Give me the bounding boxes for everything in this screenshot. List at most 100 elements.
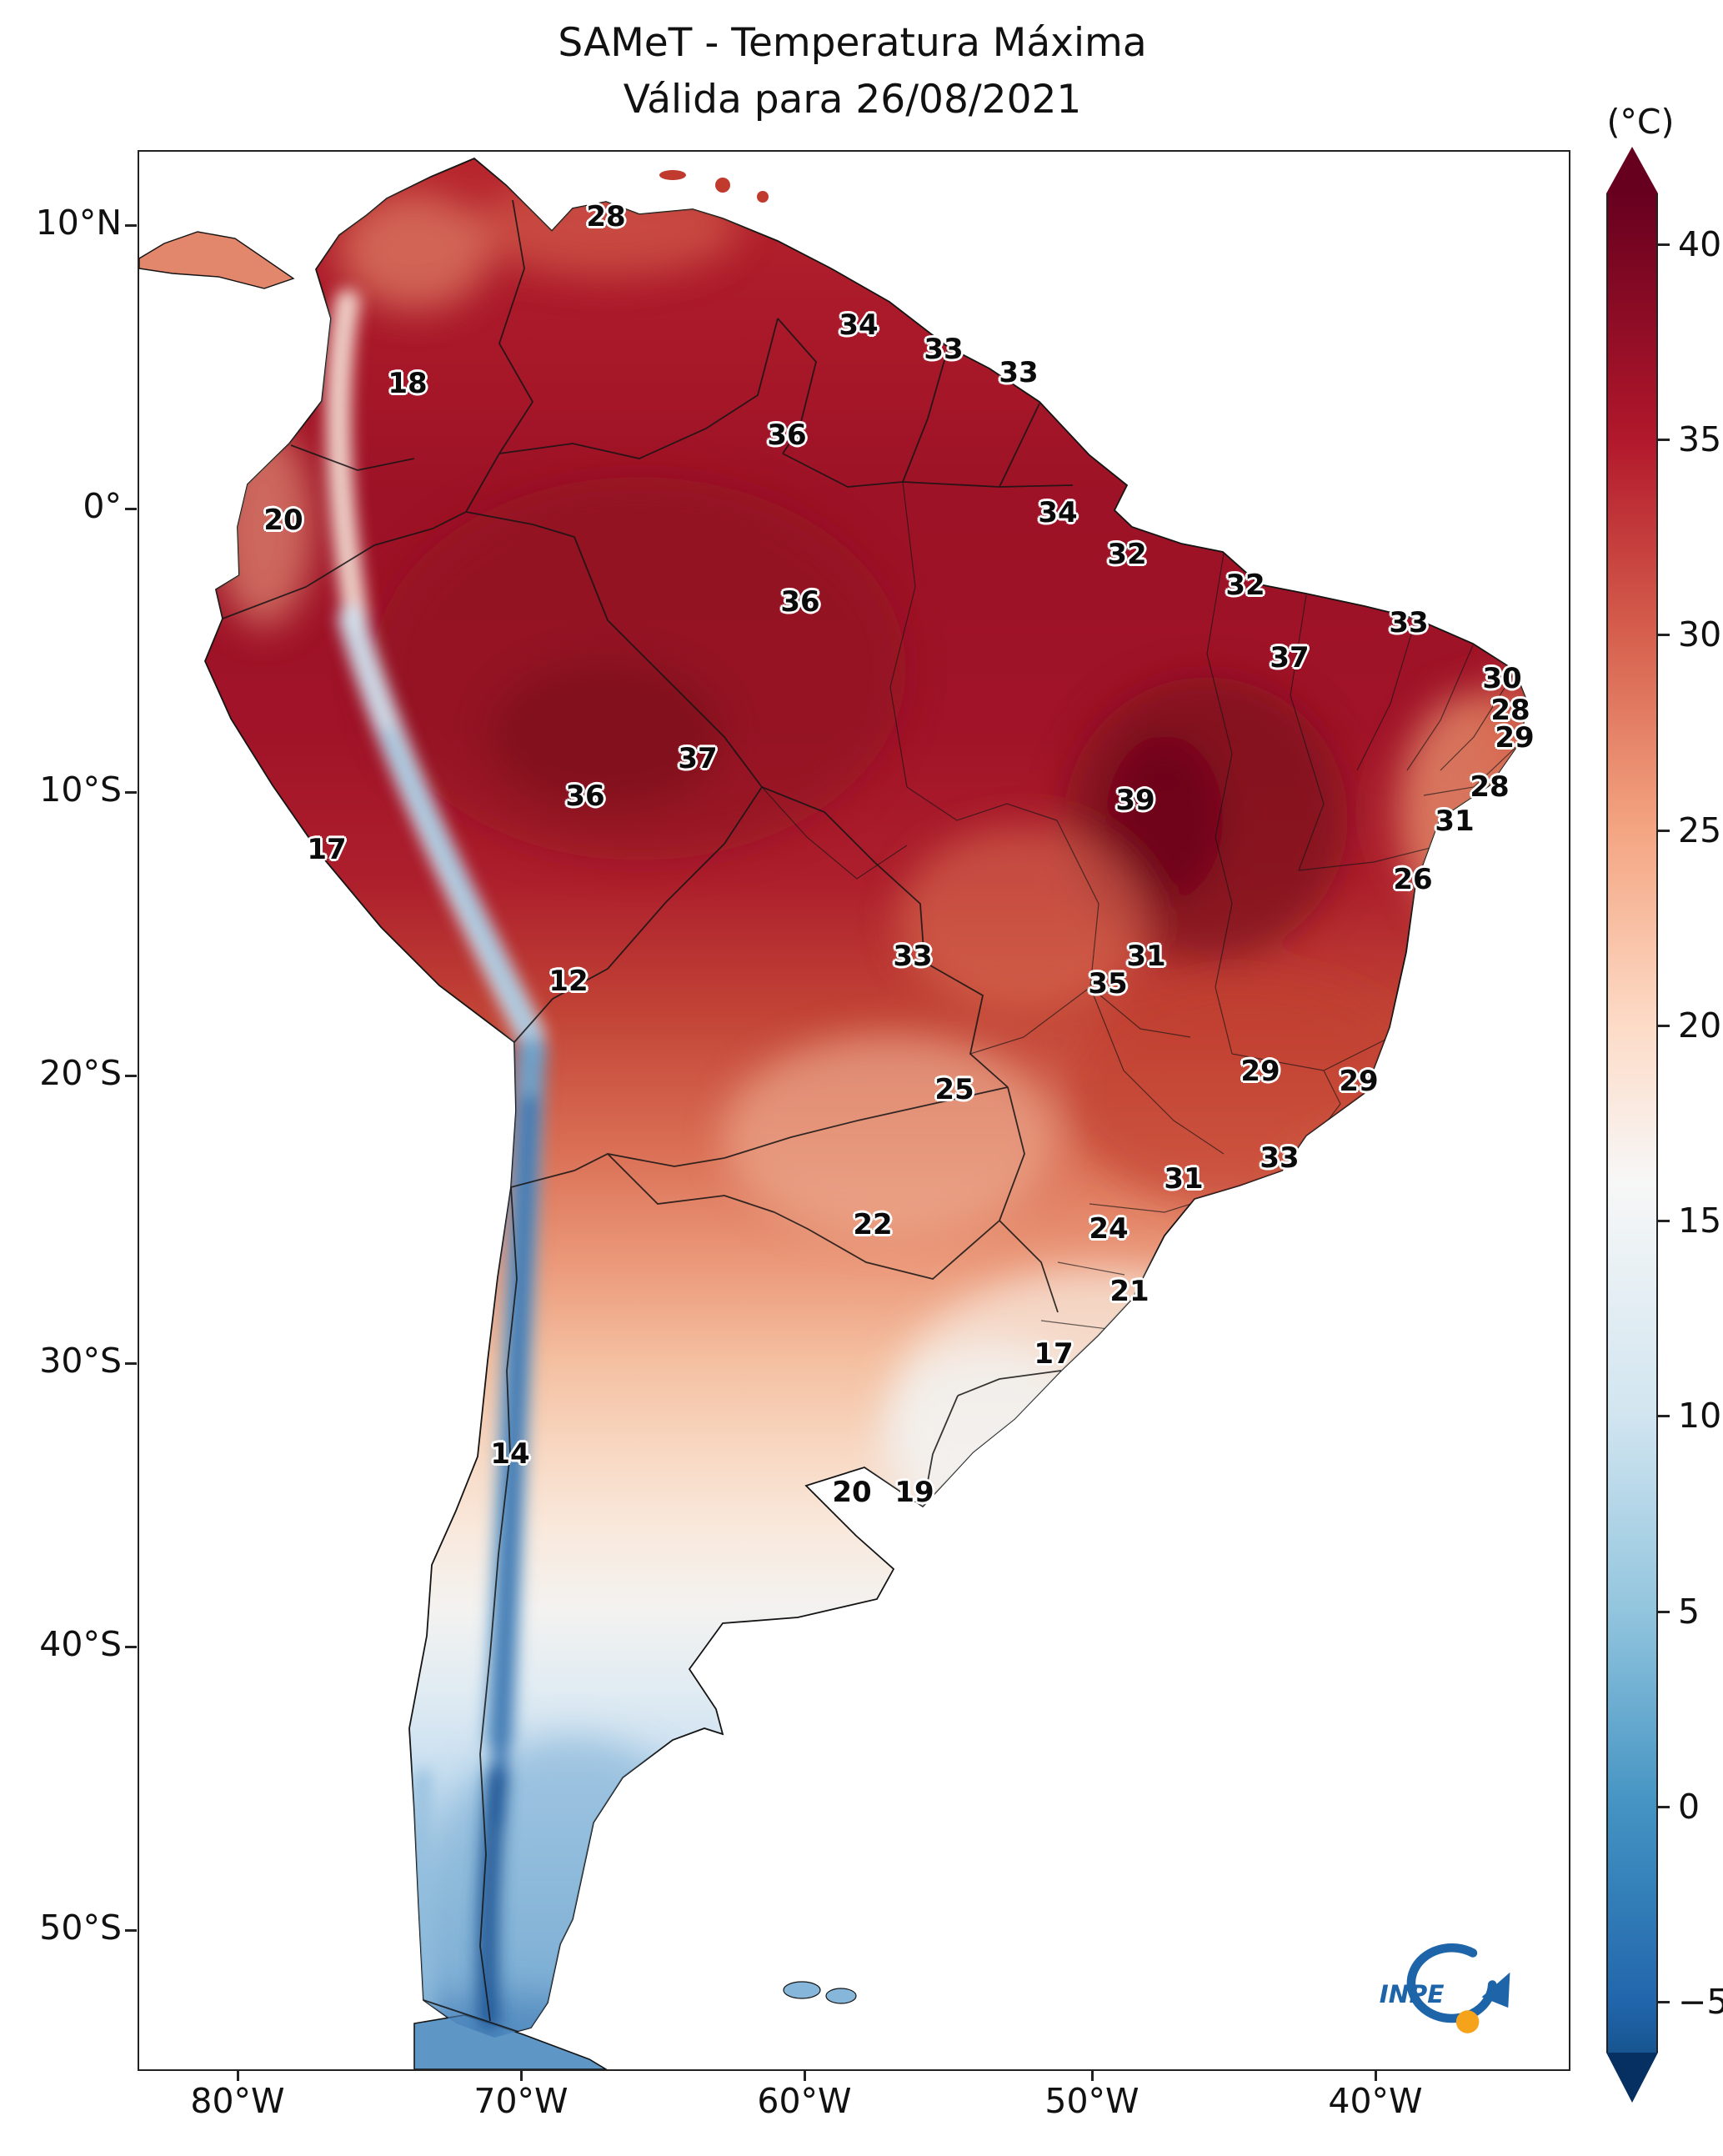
- colorbar-tick-mark: [1658, 1024, 1670, 1027]
- chart-title: SAMeT - Temperatura Máxima: [558, 20, 1147, 66]
- chart-subtitle: Válida para 26/08/2021: [623, 77, 1082, 123]
- lat-tick-mark: [125, 1075, 137, 1077]
- lon-tick-label: 50°W: [1044, 2081, 1139, 2121]
- temp-label: 30: [1482, 662, 1522, 695]
- colorbar-body: [1606, 193, 1658, 2053]
- temp-label: 33: [1389, 606, 1429, 639]
- temp-label: 17: [307, 833, 347, 866]
- colorbar-tick-mark: [1658, 2001, 1670, 2004]
- lat-tick-label: 50°S: [39, 1908, 122, 1948]
- lon-tick-label: 70°W: [473, 2081, 568, 2121]
- colorbar-extend-bottom: [1606, 2053, 1658, 2103]
- temp-label: 33: [924, 333, 964, 366]
- state-borders: [761, 481, 1521, 1330]
- lon-tick-mark: [1375, 2069, 1377, 2081]
- temp-label: 33: [1260, 1141, 1300, 1175]
- temp-label: 34: [1038, 496, 1078, 529]
- temp-label: 39: [1115, 784, 1155, 817]
- temp-label: 33: [893, 940, 933, 973]
- colorbar-tick-mark: [1658, 634, 1670, 637]
- lon-tick-label: 40°W: [1328, 2081, 1423, 2121]
- temp-label: 37: [1270, 641, 1310, 674]
- colorbar-unit-label: (°C): [1606, 102, 1675, 142]
- colorbar-tick-mark: [1658, 829, 1670, 832]
- lon-tick-mark: [1091, 2069, 1094, 2081]
- temp-label: 28: [1470, 770, 1510, 804]
- temp-label: 17: [1034, 1337, 1074, 1371]
- colorbar-tick-mark: [1658, 1415, 1670, 1418]
- colorbar-tick-label: 25: [1678, 810, 1722, 850]
- lon-tick-mark: [237, 2069, 239, 2081]
- colorbar-tick-label: −5: [1678, 1982, 1723, 2023]
- colorbar-tick-label: 35: [1678, 419, 1722, 460]
- temp-label: 18: [388, 367, 428, 400]
- temp-label: 35: [1088, 967, 1128, 1000]
- lat-tick-label: 20°S: [39, 1053, 122, 1093]
- colorbar-tick-mark: [1658, 243, 1670, 246]
- logo-swirl: [1406, 1943, 1497, 2023]
- lat-tick-label: 10°S: [39, 770, 122, 810]
- colorbar-tick-label: 0: [1678, 1786, 1700, 1827]
- colorbar-tick-label: 10: [1678, 1396, 1722, 1436]
- temp-label: 26: [1393, 863, 1433, 896]
- temp-label: 34: [839, 308, 879, 342]
- temp-label: 36: [767, 419, 807, 452]
- lat-tick-label: 0°: [83, 486, 122, 526]
- colorbar-extend-top: [1606, 147, 1658, 193]
- temp-label: 29: [1240, 1055, 1280, 1088]
- temp-label: 28: [586, 200, 626, 233]
- temp-label: 14: [490, 1437, 530, 1471]
- temp-label: 31: [1435, 805, 1475, 838]
- colorbar-tick-label: 30: [1678, 614, 1722, 655]
- lat-tick-mark: [125, 1362, 137, 1365]
- lat-tick-mark: [125, 224, 137, 227]
- falkland-islands: [783, 1981, 821, 1999]
- temp-label: 22: [853, 1208, 893, 1241]
- island-marks: [659, 170, 686, 180]
- temp-label: 33: [999, 356, 1039, 389]
- temp-label: 29: [1495, 721, 1535, 755]
- south-america-map: [139, 158, 1528, 2069]
- country-borders: [222, 199, 1074, 2038]
- temp-label: 31: [1126, 940, 1166, 973]
- island-marks: [757, 191, 769, 203]
- colorbar: 40 35 30 25 20 15 10 5 0 −5: [1606, 147, 1723, 2103]
- lat-tick-mark: [125, 1646, 137, 1648]
- temp-label: 36: [780, 585, 820, 619]
- temp-label: 32: [1107, 538, 1147, 571]
- temp-label: 20: [832, 1476, 872, 1509]
- colorbar-tick-label: 40: [1678, 223, 1722, 264]
- temp-label: 25: [934, 1073, 974, 1106]
- lon-tick-label: 60°W: [757, 2081, 852, 2121]
- colorbar-tick-mark: [1658, 439, 1670, 442]
- colorbar-tick-mark: [1658, 1220, 1670, 1223]
- temp-label: 29: [1339, 1065, 1379, 1098]
- colorbar-tick-label: 5: [1678, 1591, 1700, 1632]
- temp-label: 37: [678, 742, 718, 775]
- temp-label: 12: [548, 965, 589, 998]
- island-marks: [715, 178, 730, 193]
- lat-tick-mark: [125, 1929, 137, 1932]
- lon-tick-label: 80°W: [190, 2081, 285, 2121]
- temp-label: 24: [1089, 1212, 1129, 1246]
- temp-label: 32: [1225, 569, 1265, 602]
- lat-tick-label: 40°S: [39, 1624, 122, 1664]
- falkland-islands: [825, 1988, 857, 2004]
- logo-arrowhead: [1481, 1972, 1510, 2008]
- panama-landmass: [139, 231, 295, 289]
- temp-label: 36: [565, 780, 605, 813]
- inpe-logo: INPE: [1369, 1933, 1519, 2049]
- colorbar-tick-label: 20: [1678, 1005, 1722, 1045]
- temp-label: 21: [1109, 1275, 1150, 1308]
- colorbar-tick-mark: [1658, 1805, 1670, 1808]
- lat-tick-label: 30°S: [39, 1341, 122, 1381]
- logo-orange-dot: [1455, 2010, 1480, 2033]
- logo-text: INPE: [1380, 1979, 1445, 2008]
- colorbar-tick-label: 15: [1678, 1201, 1722, 1241]
- lat-tick-label: 10°N: [35, 203, 122, 243]
- colorbar-tick-mark: [1658, 1610, 1670, 1613]
- lat-tick-mark: [125, 791, 137, 794]
- temp-label: 19: [894, 1476, 934, 1509]
- lat-tick-mark: [125, 508, 137, 510]
